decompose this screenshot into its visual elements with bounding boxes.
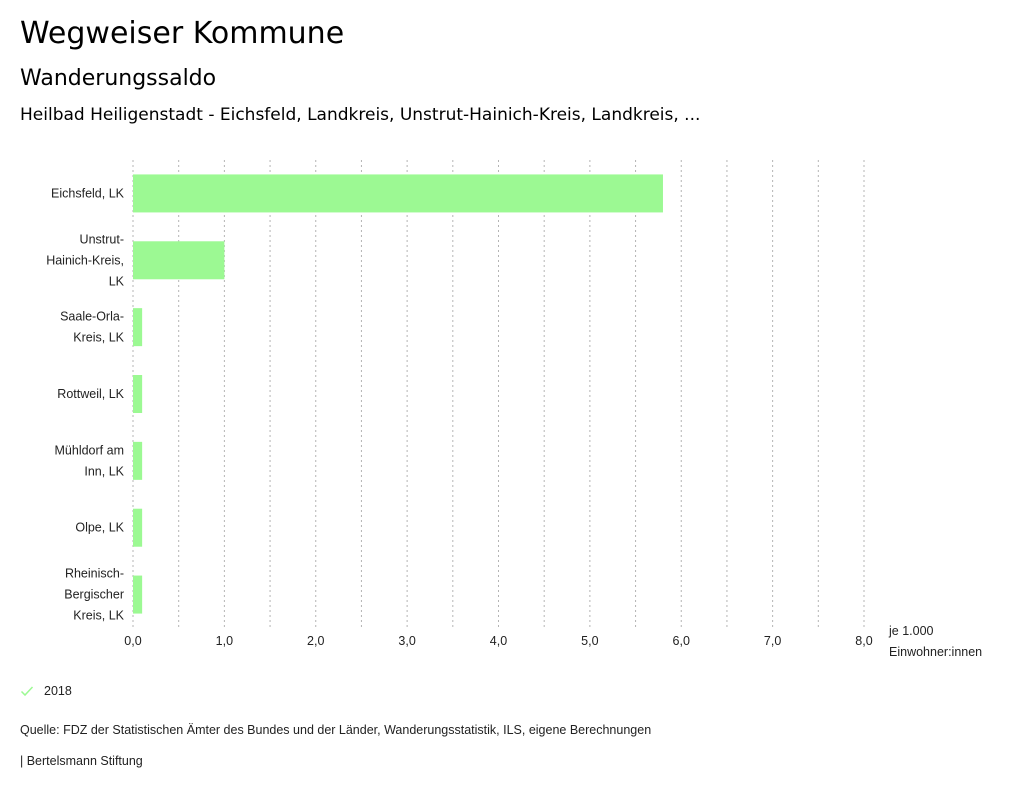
category-label: Rottweil, LK xyxy=(57,387,124,401)
x-tick-label: 7,0 xyxy=(764,634,781,648)
category-label: Saale-Orla- xyxy=(60,310,124,324)
x-tick-label: 0,0 xyxy=(124,634,141,648)
x-tick-label: 2,0 xyxy=(307,634,324,648)
source-note: Quelle: FDZ der Statistischen Ämter des … xyxy=(20,723,652,737)
x-tick-labels: 0,0 1,0 2,0 3,0 4,0 5,0 6,0 7,0 8,0 xyxy=(124,634,872,648)
category-label: Eichsfeld, LK xyxy=(51,186,125,200)
unit-line-1: je 1.000 xyxy=(889,624,934,638)
category-label: Olpe, LK xyxy=(75,521,124,535)
bar-chart: Eichsfeld, LK Unstrut- Hainich-Kreis, LK Saa… xyxy=(46,160,873,648)
bar[interactable] xyxy=(133,441,143,480)
category-label: Mühldorf am xyxy=(55,443,124,457)
x-tick-label: 8,0 xyxy=(855,634,872,648)
category-label: Kreis, LK xyxy=(73,609,124,623)
bar[interactable] xyxy=(133,575,143,614)
x-tick-label: 5,0 xyxy=(581,634,598,648)
x-tick-label: 6,0 xyxy=(673,634,690,648)
x-axis-unit-label: je 1.000 Einwohner:innen xyxy=(889,621,982,663)
bars xyxy=(133,174,663,614)
bar[interactable] xyxy=(133,241,225,280)
bar[interactable] xyxy=(133,308,143,347)
category-labels: Eichsfeld, LK Unstrut- Hainich-Kreis, LK Saa… xyxy=(46,186,124,622)
category-label: Unstrut- xyxy=(80,232,124,246)
chart-subtitle: Wanderungssaldo xyxy=(20,66,217,91)
x-tick-label: 4,0 xyxy=(490,634,507,648)
x-tick-label: 3,0 xyxy=(398,634,415,648)
category-label: Inn, LK xyxy=(84,464,124,478)
x-tick-label: 1,0 xyxy=(216,634,233,648)
legend-item-2018[interactable]: 2018 xyxy=(20,684,72,698)
category-label: LK xyxy=(109,274,125,288)
legend-label: 2018 xyxy=(44,684,72,698)
category-label: Bergischer xyxy=(64,588,124,602)
grid-lines xyxy=(132,160,865,628)
category-label: Rheinisch- xyxy=(65,567,124,581)
selection-label: Heilbad Heiligenstadt - Eichsfeld, Landk… xyxy=(20,105,701,125)
category-label: Hainich-Kreis, xyxy=(46,253,124,267)
bar[interactable] xyxy=(133,174,663,213)
category-label: Kreis, LK xyxy=(73,331,124,345)
bar[interactable] xyxy=(133,508,143,547)
check-icon xyxy=(20,686,34,697)
page-title: Wegweiser Kommune xyxy=(20,16,345,51)
brand-label: | Bertelsmann Stiftung xyxy=(20,754,143,768)
bar[interactable] xyxy=(133,375,143,413)
unit-line-2: Einwohner:innen xyxy=(889,645,983,659)
